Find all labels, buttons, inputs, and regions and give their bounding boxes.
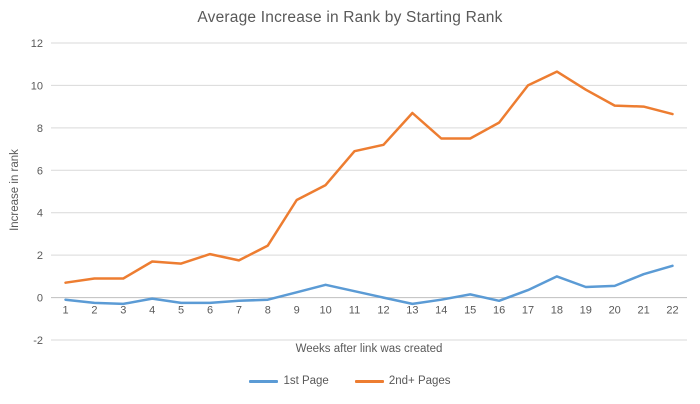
x-axis-title: Weeks after link was created <box>295 343 443 355</box>
legend-label: 2nd+ Pages <box>388 375 451 387</box>
x-tick-label: 11 <box>349 305 360 317</box>
series-line-2nd-pages <box>64 70 674 284</box>
y-tick-label: 12 <box>31 38 43 50</box>
y-tick-label: 0 <box>37 293 43 305</box>
x-tick-label: 20 <box>609 305 621 317</box>
legend-item-2nd-pages: 2nd+ Pages <box>354 375 451 387</box>
x-tick-label: 6 <box>207 305 213 317</box>
x-tick-label: 12 <box>377 305 389 317</box>
y-tick-label: -2 <box>33 335 43 347</box>
legend-label: 1st Page <box>283 375 329 387</box>
x-tick-label: 5 <box>178 305 184 317</box>
x-tick-label: 22 <box>666 305 678 317</box>
x-tick-label: 19 <box>580 305 592 317</box>
x-tick-label: 17 <box>522 305 534 317</box>
y-axis-title: Increase in rank <box>9 149 21 231</box>
x-tick-label: 13 <box>406 305 418 317</box>
y-tick-label: 6 <box>37 165 43 177</box>
legend-item-1st-page: 1st Page <box>249 375 329 387</box>
y-tick-label: 4 <box>37 208 43 220</box>
x-tick-label: 9 <box>294 305 300 317</box>
x-tick-label: 16 <box>493 305 505 317</box>
series-line-1st-page <box>64 264 674 306</box>
chart-title: Average Increase in Rank by Starting Ran… <box>197 9 503 26</box>
x-tick-label: 7 <box>236 305 242 317</box>
x-tick-label: 2 <box>91 305 97 317</box>
legend-line-icon <box>354 379 384 383</box>
legend: 1st Page 2nd+ Pages <box>0 375 700 387</box>
x-tick-label: 3 <box>120 305 126 317</box>
x-tick-label: 1 <box>62 305 68 317</box>
x-tick-label: 15 <box>464 305 476 317</box>
x-tick-label: 14 <box>435 305 447 317</box>
x-tick-label: 4 <box>149 305 155 317</box>
y-tick-label: 2 <box>37 250 43 262</box>
x-tick-label: 8 <box>265 305 271 317</box>
x-tick-label: 21 <box>637 305 649 317</box>
x-tick-label: 10 <box>319 305 331 317</box>
x-tick-label: 18 <box>551 305 563 317</box>
y-tick-label: 10 <box>31 80 43 92</box>
y-tick-label: 8 <box>37 123 43 135</box>
legend-line-icon <box>249 379 279 383</box>
